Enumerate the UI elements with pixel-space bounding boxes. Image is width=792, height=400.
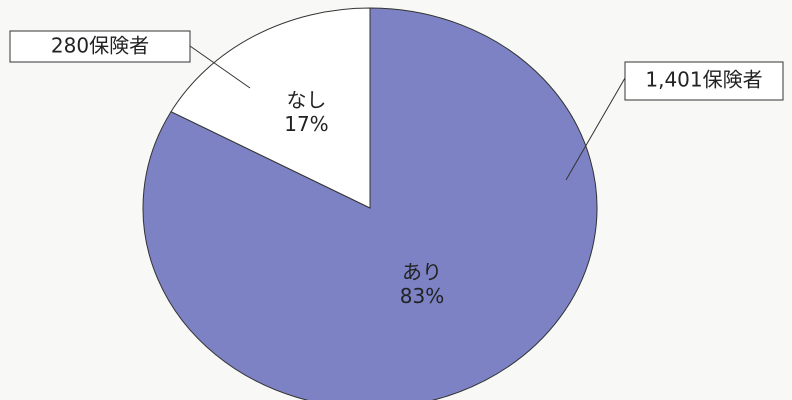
callout-box <box>9 30 191 63</box>
callout-line <box>189 45 251 89</box>
callout-line <box>565 77 626 181</box>
slice-value-label: 83% <box>400 284 444 308</box>
slice-value-label: 17% <box>284 112 328 136</box>
pie-slice <box>142 7 598 400</box>
callout-label: 1,401保険者 <box>645 68 762 92</box>
pie-slice <box>170 7 371 209</box>
callout-label: 280保険者 <box>51 34 149 58</box>
pie <box>142 7 598 400</box>
callout-box <box>624 61 784 101</box>
slice-category: あり <box>402 260 442 284</box>
slice-category: なし <box>286 88 326 112</box>
